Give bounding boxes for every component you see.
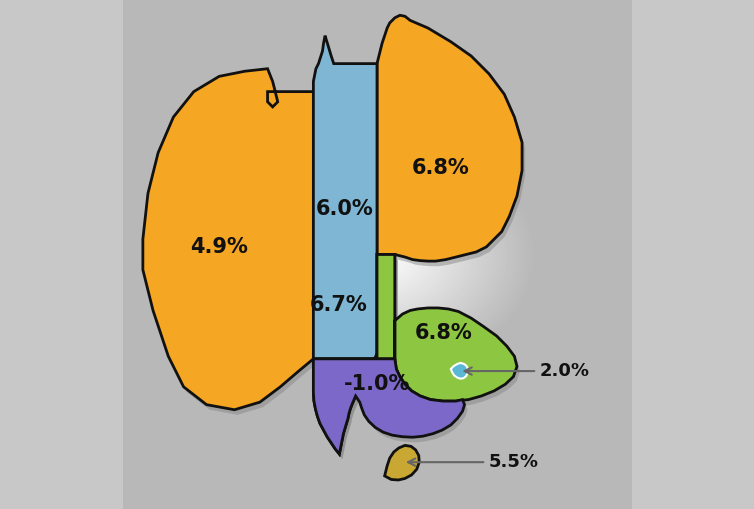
Text: 6.8%: 6.8% [412,158,470,178]
Polygon shape [317,364,467,459]
Polygon shape [314,254,395,454]
Polygon shape [380,20,525,266]
Text: 6.0%: 6.0% [316,199,374,219]
Text: -1.0%: -1.0% [344,374,410,394]
Text: 4.9%: 4.9% [190,237,248,257]
Polygon shape [146,74,317,415]
Polygon shape [385,445,419,480]
Polygon shape [314,36,377,359]
Polygon shape [317,260,398,459]
Polygon shape [451,363,468,379]
Polygon shape [380,260,520,406]
Polygon shape [314,359,464,454]
Polygon shape [377,254,517,401]
Text: 5.5%: 5.5% [408,453,539,471]
Text: 6.7%: 6.7% [310,295,368,316]
Polygon shape [143,69,314,410]
Polygon shape [377,15,522,261]
Polygon shape [317,41,380,364]
Text: 2.0%: 2.0% [464,362,590,380]
Text: 6.8%: 6.8% [414,323,472,344]
